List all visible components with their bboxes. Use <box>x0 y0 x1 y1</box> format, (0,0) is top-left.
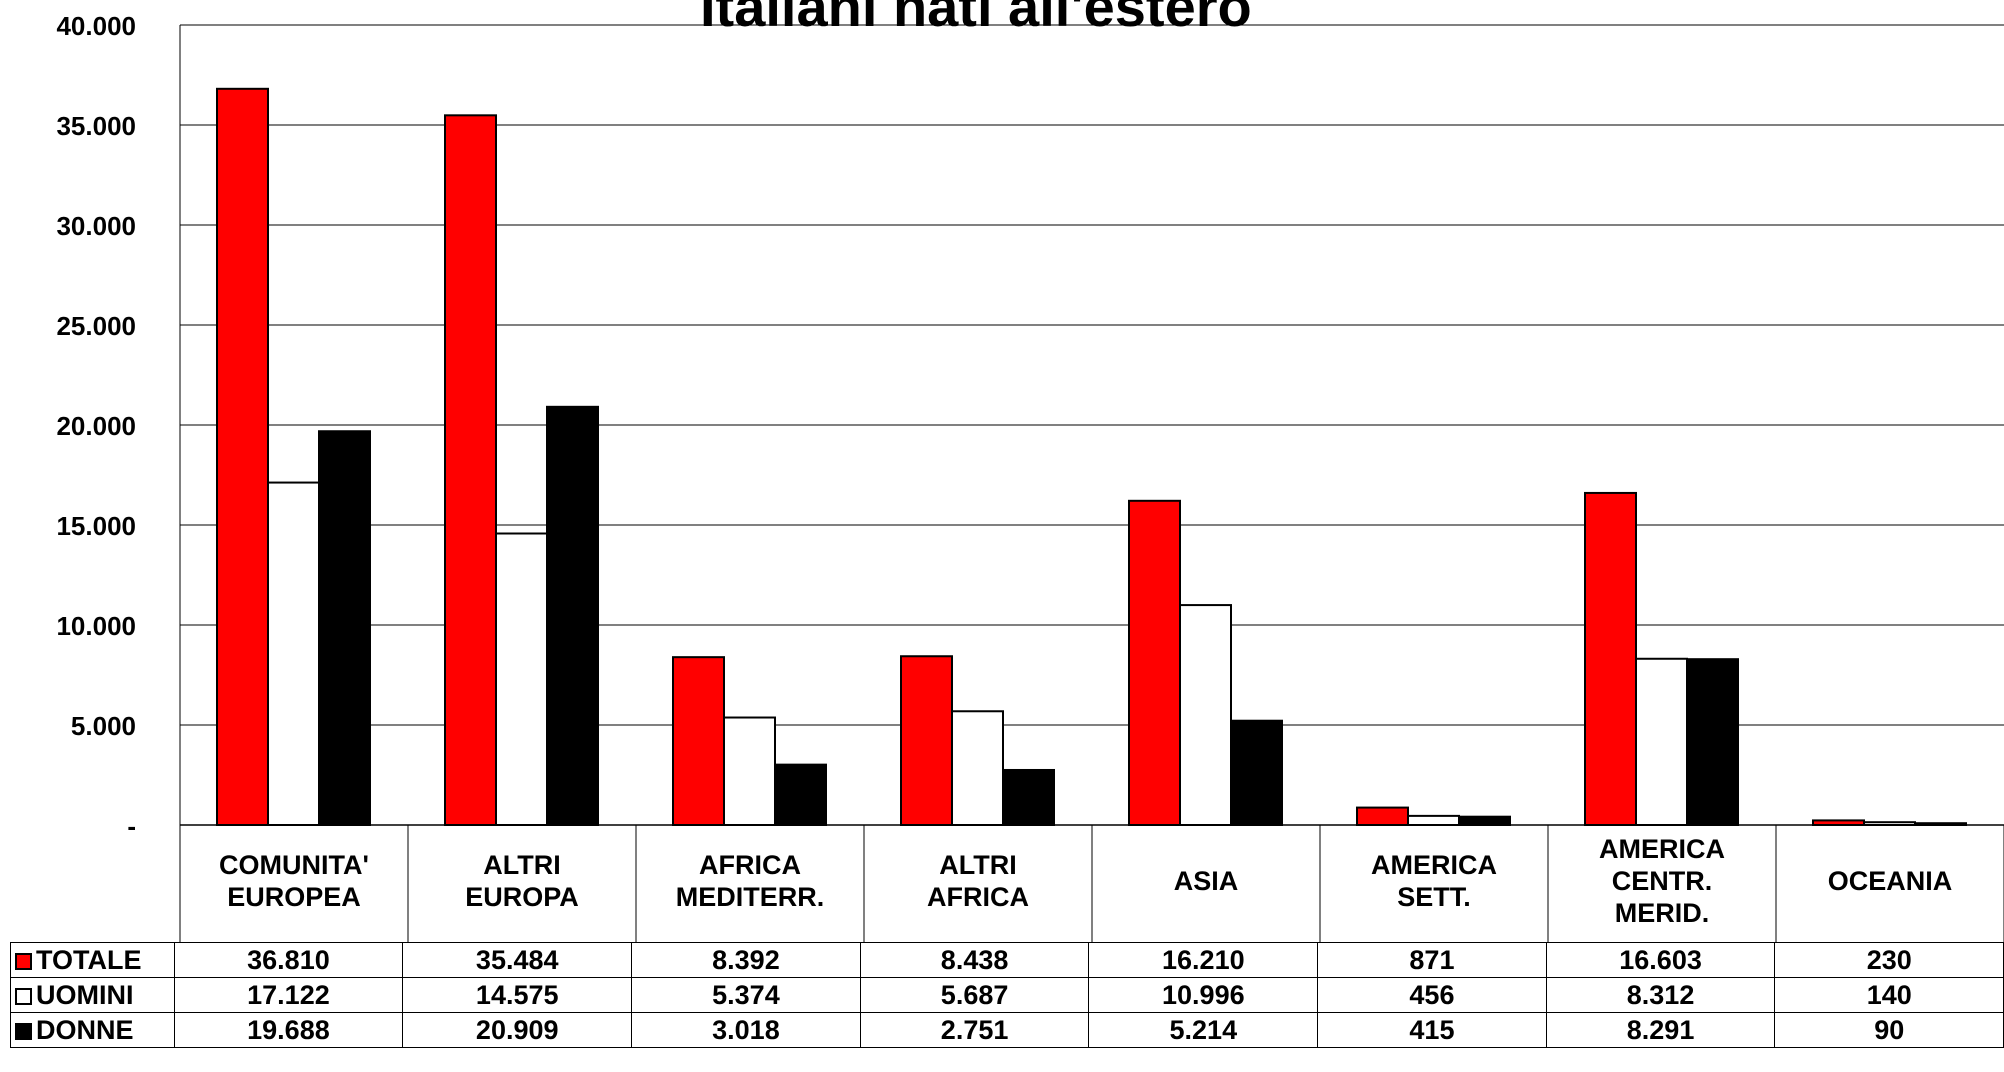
bar-uomini <box>723 716 776 827</box>
legend-label: UOMINI <box>36 979 134 1010</box>
bar-totale <box>444 114 497 826</box>
category-label: ASIA <box>1174 866 1239 896</box>
table-cell: 230 <box>1774 942 2004 978</box>
table-cell: 36.810 <box>173 942 404 978</box>
table-cell: 35.484 <box>402 942 633 978</box>
bar-totale <box>900 655 953 826</box>
category-labels: COMUNITA' EUROPEA ALTRI EUROPA AFRICA MEDITER… <box>219 834 1952 928</box>
table-cell: 8.291 <box>1545 1012 1776 1048</box>
table-cell: 8.438 <box>859 942 1090 978</box>
table-cell: 415 <box>1317 1012 1547 1048</box>
legend-label: TOTALE <box>36 944 142 975</box>
bar-uomini <box>267 481 320 826</box>
legend-swatch <box>15 987 32 1005</box>
table-cell: 16.210 <box>1088 942 1319 978</box>
table-cell: 140 <box>1774 977 2004 1013</box>
bar-uomini <box>1407 814 1460 827</box>
bars <box>216 87 1967 827</box>
y-axis-ticks: - 5.000 10.000 15.000 20.000 25.000 30.000 35.0… <box>56 11 136 841</box>
table-cell: 90 <box>1774 1012 2004 1048</box>
table-cell: 456 <box>1317 977 1547 1013</box>
legend-label: DONNE <box>36 1014 134 1045</box>
table-cell: 8.392 <box>631 942 861 978</box>
category-label: OCEANIA <box>1828 866 1953 896</box>
bar-donne <box>1686 658 1739 826</box>
chart-title: Italiani nati all'estero <box>700 0 1252 38</box>
data-table: TOTALE 36.810 35.484 8.392 8.438 16.210 871 16.… <box>10 942 2004 1048</box>
table-cell: 5.374 <box>631 977 861 1013</box>
category-label: AFRICA MEDITERR. <box>676 850 825 912</box>
legend-entry: UOMINI <box>10 977 175 1013</box>
table-row: UOMINI 17.122 14.575 5.374 5.687 10.996 456 8.3… <box>10 977 2004 1013</box>
category-label: ALTRI AFRICA <box>927 850 1029 912</box>
table-cell: 10.996 <box>1088 977 1319 1013</box>
y-tick-label: 10.000 <box>56 611 136 641</box>
category-label: AMERICA SETT. <box>1371 850 1497 912</box>
bar-uomini <box>495 532 548 826</box>
bar-chart: - 5.000 10.000 15.000 20.000 25.000 30.000 35.0… <box>56 11 2004 942</box>
bar-totale <box>672 656 725 826</box>
bar-donne <box>1458 815 1511 827</box>
y-tick-label: 40.000 <box>56 11 136 41</box>
bar-uomini <box>1179 604 1232 827</box>
bar-donne <box>774 763 827 827</box>
category-label: ALTRI EUROPA <box>465 850 579 912</box>
bar-totale <box>1356 806 1409 827</box>
y-tick-label: 20.000 <box>56 411 136 441</box>
table-cell: 20.909 <box>402 1012 633 1048</box>
table-cell: 5.214 <box>1088 1012 1319 1048</box>
bar-uomini <box>1635 657 1688 827</box>
y-tick-label: 30.000 <box>56 211 136 241</box>
table-cell: 8.312 <box>1545 977 1776 1013</box>
y-tick-label: 35.000 <box>56 111 136 141</box>
legend-swatch <box>15 952 32 970</box>
legend-entry: DONNE <box>10 1012 175 1048</box>
table-row: DONNE 19.688 20.909 3.018 2.751 5.214 415 8.291… <box>10 1012 2004 1048</box>
legend-entry: TOTALE <box>10 942 175 978</box>
category-label: COMUNITA' EUROPEA <box>219 850 369 912</box>
bar-donne <box>318 430 371 826</box>
table-row: TOTALE 36.810 35.484 8.392 8.438 16.210 871 16.… <box>10 942 2004 978</box>
y-tick-label: - <box>127 811 136 841</box>
y-tick-label: 15.000 <box>56 511 136 541</box>
bar-totale <box>1128 499 1181 826</box>
table-cell: 2.751 <box>859 1012 1090 1048</box>
bar-donne <box>546 405 599 826</box>
table-cell: 5.687 <box>859 977 1090 1013</box>
table-cell: 19.688 <box>173 1012 404 1048</box>
category-separators <box>179 825 2004 942</box>
bar-totale <box>216 87 269 827</box>
y-tick-label: 5.000 <box>71 711 136 741</box>
legend-swatch <box>15 1022 32 1040</box>
table-cell: 17.122 <box>173 977 404 1013</box>
table-cell: 16.603 <box>1545 942 1776 978</box>
bar-uomini <box>951 710 1004 827</box>
bar-totale <box>1584 491 1637 826</box>
table-cell: 3.018 <box>631 1012 861 1048</box>
category-label: AMERICA CENTR. MERID. <box>1599 834 1725 928</box>
bar-donne <box>1002 768 1055 826</box>
table-cell: 14.575 <box>402 977 633 1013</box>
bar-donne <box>1230 719 1283 826</box>
y-tick-label: 25.000 <box>56 311 136 341</box>
table-cell: 871 <box>1317 942 1547 978</box>
